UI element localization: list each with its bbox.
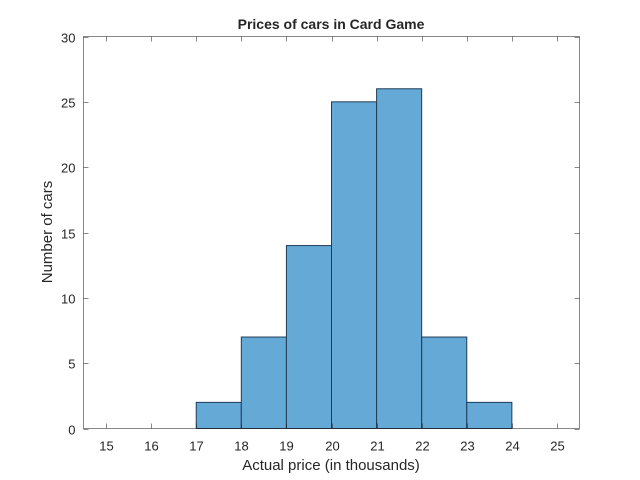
y-tick-label: 30	[61, 31, 75, 46]
histogram-bar	[466, 401, 513, 430]
axes-box	[83, 36, 580, 429]
x-tick-label: 24	[505, 439, 519, 454]
x-tick-label: 16	[144, 439, 158, 454]
x-axis-label: Actual price (in thousands)	[242, 457, 420, 474]
y-tick-label: 0	[68, 423, 75, 438]
y-tick-label: 15	[61, 227, 75, 242]
y-tick-label: 10	[61, 292, 75, 307]
x-tick-label: 18	[234, 439, 248, 454]
x-tick-label: 25	[550, 439, 564, 454]
histogram-bar	[421, 336, 468, 429]
x-tick-label: 19	[279, 439, 293, 454]
histogram-bars	[195, 88, 513, 430]
histogram-bar	[285, 245, 332, 429]
y-axis-ticks: 0 5 10 15 20 25 30	[61, 31, 580, 438]
x-tick-label: 22	[415, 439, 429, 454]
x-tick-label: 20	[325, 439, 339, 454]
x-axis-ticks: 15 16 17 18 19 20 21 22 23 24 25	[99, 36, 565, 454]
y-tick-label: 5	[68, 357, 75, 372]
chart-title: Prices of cars in Card Game	[238, 16, 425, 32]
histogram-bar	[331, 101, 378, 429]
x-tick-label: 21	[370, 439, 384, 454]
x-tick-label: 23	[460, 439, 474, 454]
histogram-bar	[376, 88, 423, 430]
y-tick-label: 20	[61, 161, 75, 176]
x-tick-label: 17	[189, 439, 203, 454]
x-tick-label: 15	[99, 439, 113, 454]
histogram-bar	[195, 401, 242, 430]
y-tick-label: 25	[61, 96, 75, 111]
histogram-bar	[240, 336, 287, 429]
y-axis-label: Number of cars	[39, 181, 56, 284]
